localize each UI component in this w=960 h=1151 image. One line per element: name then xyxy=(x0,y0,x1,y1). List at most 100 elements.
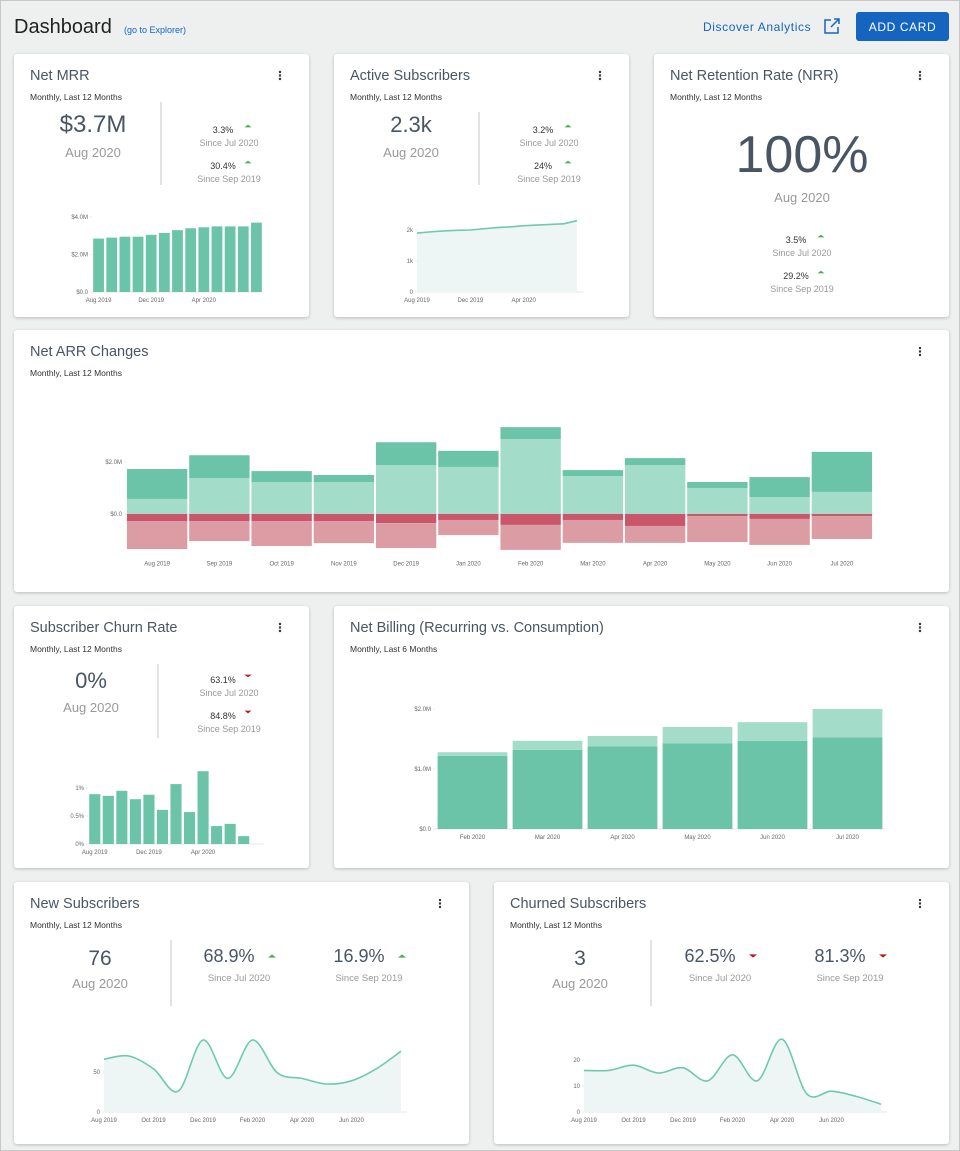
stat-value: 24% xyxy=(534,161,552,171)
card-subtitle: Monthly, Last 12 Months xyxy=(30,368,122,378)
area-fill xyxy=(417,220,577,292)
bar-segment xyxy=(562,514,624,520)
stat-value: 68.9% xyxy=(203,946,254,966)
stat-label: Since Sep 2019 xyxy=(816,973,883,984)
card-subtitle: Monthly, Last 12 Months xyxy=(30,92,122,102)
y-tick-label: 50 xyxy=(93,1070,100,1076)
discover-link[interactable]: Discover Analytics xyxy=(703,20,811,34)
bar-segment xyxy=(587,746,658,829)
card-title: Churned Subscribers xyxy=(510,896,646,912)
bar-segment xyxy=(737,740,808,829)
y-tick-label: 10 xyxy=(573,1084,580,1090)
stat-label: Since Sep 2019 xyxy=(335,973,402,984)
card: Subscriber Churn Rate Monthly, Last 12 Mo… xyxy=(14,606,309,868)
bar-segment xyxy=(251,482,312,514)
menu-dot xyxy=(918,629,922,633)
x-tick-label: Aug 2019 xyxy=(91,1118,117,1124)
kpi-period: Aug 2020 xyxy=(774,190,830,205)
card-title: Active Subscribers xyxy=(350,68,470,84)
kpi-period: Aug 2020 xyxy=(63,700,119,715)
x-tick-label: May 2020 xyxy=(684,835,711,841)
explorer-link[interactable]: (go to Explorer) xyxy=(124,25,186,35)
trend-arrow xyxy=(244,710,252,714)
bar-segment xyxy=(126,469,188,499)
bar-segment xyxy=(438,519,499,536)
y-tick-label: 0 xyxy=(577,1110,581,1116)
external-icon[interactable] xyxy=(824,18,840,34)
menu-dot xyxy=(918,905,922,909)
trend-arrow xyxy=(879,954,887,958)
bar xyxy=(237,226,249,292)
bar-segment xyxy=(251,471,312,483)
card-subtitle: Monthly, Last 6 Months xyxy=(350,644,437,654)
bar xyxy=(116,790,128,844)
area-fill xyxy=(104,1039,401,1112)
menu-dot xyxy=(918,77,922,81)
trend-arrow xyxy=(817,270,825,274)
card-menu[interactable] xyxy=(918,70,922,81)
x-tick-label: Oct 2019 xyxy=(141,1118,166,1124)
card-menu[interactable] xyxy=(918,898,922,909)
card-subtitle: Monthly, Last 12 Months xyxy=(510,920,602,930)
card-menu[interactable] xyxy=(278,622,282,633)
x-tick-label: Aug 2019 xyxy=(571,1118,597,1124)
card-menu[interactable] xyxy=(918,622,922,633)
x-tick-label: Aug 2019 xyxy=(86,298,112,304)
card-canvas: Active Subscribers Monthly, Last 12 Month… xyxy=(350,68,602,304)
bar-segment xyxy=(126,521,188,550)
bar-segment xyxy=(624,514,686,526)
add-card-label[interactable]: ADD CARD xyxy=(869,20,936,34)
x-tick-label: Apr 2020 xyxy=(511,298,536,304)
stat-label: Since Jul 2020 xyxy=(772,248,831,258)
menu-dot xyxy=(918,626,922,629)
card: Net MRR Monthly, Last 12 Months $3.7M Aug 2… xyxy=(14,54,309,317)
bar-segment xyxy=(812,737,883,829)
bar xyxy=(211,826,223,844)
add-card-button[interactable] xyxy=(856,12,949,41)
bar-segment xyxy=(562,470,624,477)
bar-segment xyxy=(811,514,873,517)
card-menu[interactable] xyxy=(438,898,442,909)
menu-dot xyxy=(918,622,922,626)
bar xyxy=(158,232,170,292)
bar xyxy=(251,222,262,292)
menu-dot xyxy=(278,70,282,74)
card: Net Billing (Recurring vs. Consumption) M… xyxy=(334,606,949,868)
menu-dot xyxy=(598,74,602,77)
bar-segment xyxy=(624,458,686,466)
bar-segment xyxy=(251,514,312,522)
bar-segment xyxy=(438,466,499,514)
menu-dot xyxy=(438,898,442,902)
menu-dot xyxy=(278,629,282,633)
bar-segment xyxy=(687,514,748,517)
x-tick-label: Aug 2019 xyxy=(404,298,430,304)
bar-segment xyxy=(189,478,250,514)
bar-segment xyxy=(811,516,873,539)
menu-dot xyxy=(278,74,282,77)
x-tick-label: Nov 2019 xyxy=(331,562,357,568)
card-menu[interactable] xyxy=(918,346,922,357)
menu-dot xyxy=(438,902,442,905)
area-fill xyxy=(584,1039,881,1112)
stat-label: Since Sep 2019 xyxy=(197,724,261,734)
menu-dot xyxy=(918,350,922,353)
kpi-value: 2.3k xyxy=(390,112,433,137)
bar-segment xyxy=(624,525,686,543)
bar-segment xyxy=(512,740,583,750)
x-tick-label: Apr 2020 xyxy=(290,1118,315,1124)
trend-arrow xyxy=(817,234,825,238)
bar-segment xyxy=(251,521,312,546)
card: Net Retention Rate (NRR) Monthly, Last 12… xyxy=(654,54,949,317)
bar xyxy=(185,228,197,292)
y-tick-label: $2.0M xyxy=(105,460,122,466)
card-menu[interactable] xyxy=(598,70,602,81)
bar xyxy=(211,226,223,292)
card-title: Net MRR xyxy=(30,68,90,84)
card-canvas: New Subscribers Monthly, Last 12 Months 76… xyxy=(30,896,442,1124)
bar-segment xyxy=(749,518,810,545)
bar-segment xyxy=(811,451,873,492)
stat-value: 63.1% xyxy=(210,675,236,685)
bar xyxy=(145,234,157,292)
card-menu[interactable] xyxy=(278,70,282,81)
bar-segment xyxy=(512,749,583,829)
